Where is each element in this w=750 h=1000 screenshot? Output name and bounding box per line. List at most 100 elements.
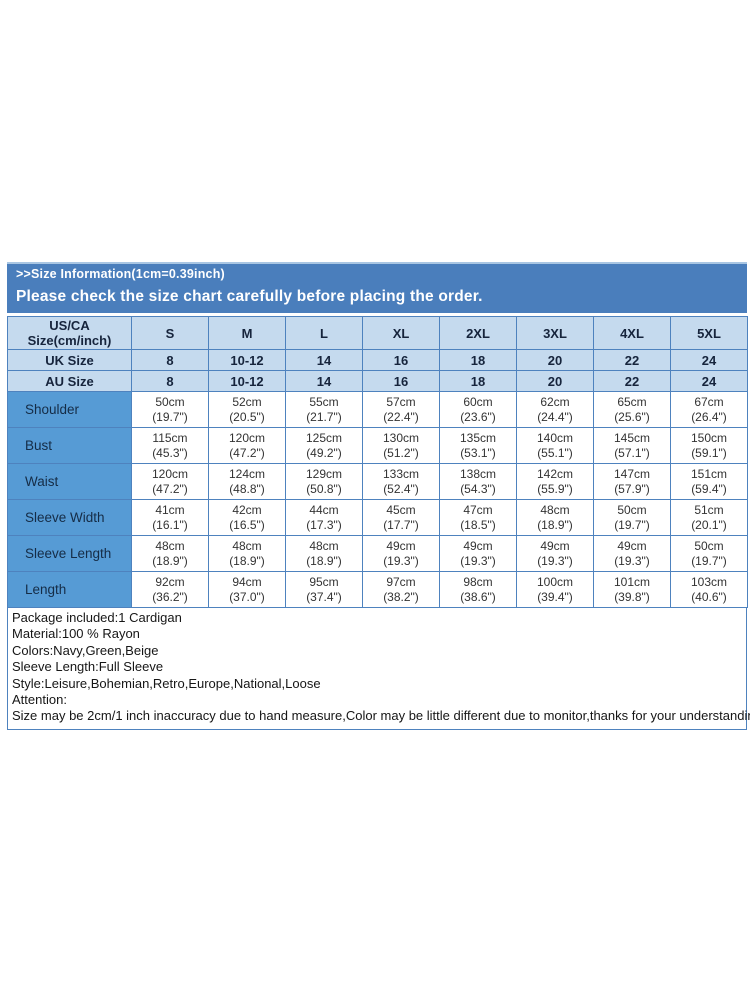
cm-value: 49cm xyxy=(463,538,493,553)
measurement-cell: 48cm (18.9") xyxy=(285,535,363,572)
cm-value: 145cm xyxy=(613,430,651,445)
measurement-cell: 45cm (17.7") xyxy=(362,499,440,536)
inch-value: (17.7") xyxy=(383,517,419,532)
cm-value: 115cm xyxy=(152,430,188,445)
inch-value: (50.8") xyxy=(306,481,342,496)
measurement-cell: 48cm (18.9") xyxy=(516,499,594,536)
measurement-label: Sleeve Width xyxy=(7,499,132,536)
size-column-header: L xyxy=(285,316,363,350)
cm-value: 151cm xyxy=(690,466,728,481)
measurement-cell: 94cm (37.0") xyxy=(208,571,286,608)
size-column-header: S xyxy=(131,316,209,350)
inch-value: (59.4") xyxy=(691,481,727,496)
size-value-cell: 24 xyxy=(670,370,748,392)
cm-value: 100cm xyxy=(536,574,574,589)
cm-value: 55cm xyxy=(309,394,339,409)
cm-value: 60cm xyxy=(463,394,493,409)
details-line: Style:Leisure,Bohemian,Retro,Europe,Nati… xyxy=(12,675,321,691)
cm-value: 130cm xyxy=(382,430,420,445)
inch-value: (37.0") xyxy=(229,589,265,604)
measurement-cell: 49cm (19.3") xyxy=(516,535,594,572)
measurement-cell: 48cm (18.9") xyxy=(131,535,209,572)
inch-value: (57.1") xyxy=(614,445,650,460)
measurement-cell: 50cm (19.7") xyxy=(131,391,209,428)
measurement-cell: 67cm (26.4") xyxy=(670,391,748,428)
size-column-header: 4XL xyxy=(593,316,671,350)
size-column-header: 3XL xyxy=(516,316,594,350)
cm-value: 133cm xyxy=(382,466,420,481)
inch-value: (18.9") xyxy=(537,517,573,532)
cm-value: 124cm xyxy=(228,466,266,481)
inch-value: (55.1") xyxy=(537,445,573,460)
row-label: UK Size xyxy=(7,349,132,371)
measurement-cell: 103cm (40.6") xyxy=(670,571,748,608)
cm-value: 49cm xyxy=(386,538,416,553)
measurement-cell: 129cm (50.8") xyxy=(285,463,363,500)
measurement-row: Sleeve Width 41cm (16.1") 42cm (16.5") 4… xyxy=(7,499,748,536)
measurement-cell: 150cm (59.1") xyxy=(670,427,748,464)
cm-value: 94cm xyxy=(232,574,262,589)
cm-value: 50cm xyxy=(155,394,185,409)
corner-header-line2: Size(cm/inch) xyxy=(27,333,112,348)
cm-value: 135cm xyxy=(459,430,497,445)
measurement-cell: 100cm (39.4") xyxy=(516,571,594,608)
cm-value: 44cm xyxy=(309,502,339,517)
details-line: Size may be 2cm/1 inch inaccuracy due to… xyxy=(12,708,750,724)
inch-value: (38.6") xyxy=(460,589,496,604)
measurement-cell: 52cm (20.5") xyxy=(208,391,286,428)
measurement-cell: 48cm (18.9") xyxy=(208,535,286,572)
cm-value: 50cm xyxy=(617,502,647,517)
measurement-cell: 133cm (52.4") xyxy=(362,463,440,500)
cm-value: 50cm xyxy=(694,538,724,553)
cm-value: 147cm xyxy=(613,466,651,481)
size-info-panel: >>Size Information(1cm=0.39inch) Please … xyxy=(7,262,750,730)
inch-value: (48.8") xyxy=(229,481,265,496)
corner-header-cell: US/CA Size(cm/inch) xyxy=(7,316,132,350)
measurement-cell: 98cm (38.6") xyxy=(439,571,517,608)
size-info-banner: >>Size Information(1cm=0.39inch) Please … xyxy=(7,262,747,313)
inch-value: (36.2") xyxy=(152,589,188,604)
cm-value: 45cm xyxy=(386,502,416,517)
cm-value: 138cm xyxy=(459,466,497,481)
conversion-row: UK Size 8 10-12 14 16 18 20 22 24 xyxy=(7,349,748,371)
measurement-cell: 120cm (47.2") xyxy=(131,463,209,500)
measurement-cell: 130cm (51.2") xyxy=(362,427,440,464)
size-value-cell: 10-12 xyxy=(208,349,286,371)
inch-value: (38.2") xyxy=(383,589,419,604)
measurement-cell: 97cm (38.2") xyxy=(362,571,440,608)
size-value-cell: 18 xyxy=(439,370,517,392)
measurement-cell: 55cm (21.7") xyxy=(285,391,363,428)
banner-subtitle: Please check the size chart carefully be… xyxy=(16,288,483,305)
cm-value: 48cm xyxy=(155,538,185,553)
measurement-cell: 145cm (57.1") xyxy=(593,427,671,464)
inch-value: (55.9") xyxy=(537,481,573,496)
cm-value: 101cm xyxy=(613,574,651,589)
cm-value: 51cm xyxy=(694,502,724,517)
measurement-cell: 42cm (16.5") xyxy=(208,499,286,536)
cm-value: 98cm xyxy=(463,574,493,589)
cm-value: 120cm xyxy=(151,466,189,481)
corner-header-line1: US/CA xyxy=(49,318,90,333)
cm-value: 142cm xyxy=(536,466,574,481)
inch-value: (16.1") xyxy=(152,517,188,532)
measurement-cell: 151cm (59.4") xyxy=(670,463,748,500)
cm-value: 41cm xyxy=(155,502,185,517)
size-value-cell: 14 xyxy=(285,349,363,371)
size-value-cell: 14 xyxy=(285,370,363,392)
measurement-cell: 49cm (19.3") xyxy=(593,535,671,572)
measurement-label: Bust xyxy=(7,427,132,464)
inch-value: (25.6") xyxy=(614,409,650,424)
measurement-cell: 92cm (36.2") xyxy=(131,571,209,608)
measurement-cell: 115cm (45.3") xyxy=(131,427,209,464)
measurement-cell: 147cm (57.9") xyxy=(593,463,671,500)
size-column-header: XL xyxy=(362,316,440,350)
measurement-row: Length 92cm (36.2") 94cm (37.0") 95cm (3… xyxy=(7,571,748,608)
measurement-cell: 49cm (19.3") xyxy=(362,535,440,572)
inch-value: (17.3") xyxy=(306,517,342,532)
measurement-row: Shoulder 50cm (19.7") 52cm (20.5") 55cm … xyxy=(7,391,748,428)
cm-value: 48cm xyxy=(309,538,339,553)
inch-value: (18.9") xyxy=(229,553,265,568)
inch-value: (21.7") xyxy=(306,409,342,424)
cm-value: 52cm xyxy=(232,394,262,409)
size-value-cell: 18 xyxy=(439,349,517,371)
